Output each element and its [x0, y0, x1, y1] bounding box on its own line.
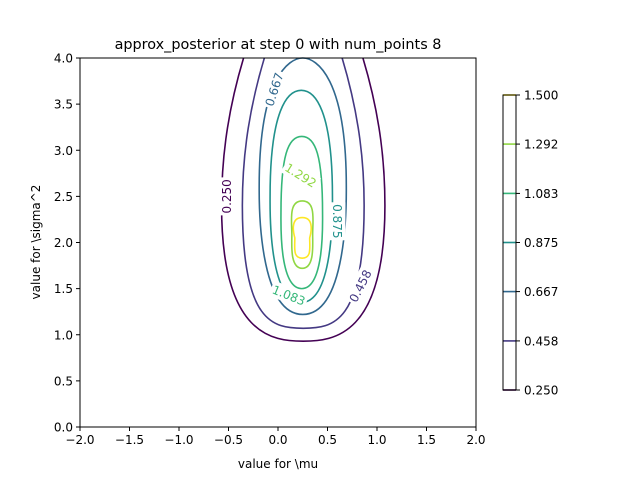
y-axis-ticks: 0.0 0.5 1.0 1.5 2.0 2.5 3.0 3.5 4.0	[54, 52, 80, 435]
x-tick-label: −1.0	[164, 433, 193, 447]
colorbar-tick-label: 0.458	[524, 334, 558, 348]
y-tick-label: 1.0	[54, 328, 73, 342]
colorbar-tick-label: 1.292	[524, 138, 558, 152]
colorbar-tick-label: 0.250	[524, 384, 558, 398]
contour-label-0.875: 0.875	[329, 202, 346, 241]
colorbar: 0.250 0.458 0.667 0.875 1.083 1.292 1.500	[502, 89, 558, 398]
y-tick-label: 3.0	[54, 144, 73, 158]
colorbar-tick-label: 0.667	[524, 285, 558, 299]
y-tick-label: 0.0	[54, 421, 73, 435]
x-axis-ticks: −2.0 −1.5 −1.0 −0.5 0.0 0.5 1.0 1.5 2.0	[65, 427, 486, 447]
colorbar-tick-label: 0.875	[524, 236, 558, 250]
contour-1.292	[290, 200, 314, 270]
y-tick-label: 1.5	[54, 282, 73, 296]
x-tick-label: −0.5	[214, 433, 243, 447]
svg-text:1.292: 1.292	[282, 161, 319, 191]
y-tick-label: 2.0	[54, 236, 73, 250]
contour-label-1.292: 1.292	[280, 158, 322, 193]
contour-innermost	[292, 216, 313, 259]
x-tick-label: 0.5	[318, 433, 337, 447]
y-tick-label: 3.5	[54, 98, 73, 112]
colorbar-tick-label: 1.500	[524, 89, 558, 103]
x-tick-label: 0.0	[268, 433, 287, 447]
contour-1.083	[280, 135, 324, 290]
colorbar-tick-label: 1.083	[524, 187, 558, 201]
contour-0.250	[220, 57, 386, 343]
x-tick-label: −2.0	[65, 433, 94, 447]
y-tick-label: 4.0	[54, 52, 73, 66]
x-tick-label: 1.5	[417, 433, 436, 447]
y-tick-label: 0.5	[54, 374, 73, 388]
contour-0.458	[241, 57, 365, 330]
svg-text:0.250: 0.250	[220, 179, 234, 213]
x-tick-label: −1.5	[115, 433, 144, 447]
plot-frame	[79, 57, 477, 428]
contour-label-1.083: 1.083	[268, 280, 310, 310]
contour-label-0.250: 0.250	[218, 177, 235, 216]
contour-label-0.458: 0.458	[344, 265, 376, 307]
y-tick-label: 2.5	[54, 190, 73, 204]
chart-title: approx_posterior at step 0 with num_poin…	[115, 37, 442, 53]
y-axis-label: value for \sigma^2	[29, 185, 43, 300]
x-tick-label: 1.0	[367, 433, 386, 447]
svg-text:0.667: 0.667	[263, 71, 287, 108]
colorbar-frame	[502, 94, 517, 391]
svg-text:0.875: 0.875	[330, 204, 344, 238]
x-axis-label: value for \mu	[238, 457, 318, 471]
x-tick-label: 2.0	[466, 433, 485, 447]
